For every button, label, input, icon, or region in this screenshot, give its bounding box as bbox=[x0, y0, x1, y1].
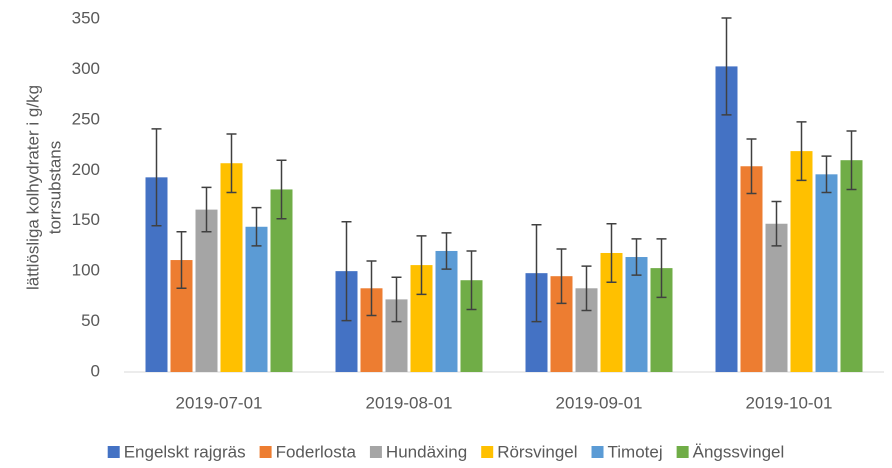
error-bar bbox=[771, 200, 782, 247]
x-tick-label: 2019-09-01 bbox=[556, 393, 643, 412]
legend-label: Rörsvingel bbox=[497, 442, 577, 461]
bar bbox=[600, 252, 623, 372]
y-tick-label: 0 bbox=[91, 361, 100, 380]
bar bbox=[575, 288, 598, 372]
error-bar bbox=[201, 186, 212, 233]
y-tick-label: 100 bbox=[72, 261, 100, 280]
error-bar bbox=[821, 155, 832, 194]
bar bbox=[550, 276, 573, 372]
error-bar bbox=[466, 250, 477, 311]
error-bar bbox=[846, 130, 857, 191]
bar bbox=[460, 280, 483, 372]
y-tick-label: 150 bbox=[72, 210, 100, 229]
legend-label: Hundäxing bbox=[386, 442, 467, 461]
bar bbox=[145, 177, 168, 372]
bar bbox=[385, 299, 408, 372]
error-bar bbox=[176, 231, 187, 290]
error-bar bbox=[606, 222, 617, 283]
error-bar bbox=[531, 223, 542, 323]
bar bbox=[170, 260, 193, 372]
bar bbox=[220, 163, 243, 372]
legend: Engelskt rajgräs Foderlosta Hundäxing Rörsv… bbox=[107, 442, 785, 461]
bar bbox=[650, 268, 673, 372]
bar bbox=[360, 288, 383, 372]
error-bar bbox=[581, 265, 592, 312]
bar bbox=[195, 209, 218, 372]
error-bar bbox=[721, 17, 732, 116]
error-bar bbox=[656, 238, 667, 299]
error-bar bbox=[441, 232, 452, 270]
legend-swatch bbox=[481, 446, 494, 458]
error-bar bbox=[746, 138, 757, 195]
error-bar bbox=[341, 220, 352, 322]
y-tick-label: 250 bbox=[72, 109, 100, 128]
bar bbox=[740, 166, 763, 372]
legend-swatch bbox=[107, 446, 120, 458]
error-bar bbox=[631, 238, 642, 276]
bar bbox=[335, 271, 358, 372]
y-axis-label: torrsubstans bbox=[45, 141, 64, 235]
bar bbox=[790, 151, 813, 372]
error-bar bbox=[391, 276, 402, 323]
error-bar bbox=[796, 121, 807, 182]
error-bar bbox=[556, 248, 567, 305]
error-bar bbox=[276, 159, 287, 220]
legend-label: Timotej bbox=[608, 442, 663, 461]
error-bar bbox=[416, 235, 427, 296]
legend-label: Ängssvingel bbox=[693, 442, 785, 461]
bar bbox=[715, 66, 738, 372]
bar bbox=[625, 257, 648, 372]
error-bar bbox=[151, 128, 162, 227]
bar bbox=[525, 273, 548, 372]
legend-swatch bbox=[259, 446, 272, 458]
y-tick-label: 350 bbox=[72, 8, 100, 27]
bar bbox=[245, 226, 268, 372]
bar bbox=[765, 223, 788, 372]
error-bar bbox=[366, 260, 377, 317]
bar bbox=[410, 265, 433, 372]
bar bbox=[840, 160, 863, 372]
legend-label: Engelskt rajgräs bbox=[124, 442, 246, 461]
error-bar bbox=[226, 133, 237, 194]
x-tick-label: 2019-08-01 bbox=[366, 393, 453, 412]
bar bbox=[815, 174, 838, 372]
legend-swatch bbox=[591, 446, 604, 458]
bar bbox=[270, 189, 293, 372]
bar bbox=[435, 250, 458, 372]
error-bar bbox=[251, 206, 262, 247]
legend-label: Foderlosta bbox=[276, 442, 357, 461]
x-tick-label: 2019-10-01 bbox=[746, 393, 833, 412]
y-tick-label: 200 bbox=[72, 160, 100, 179]
legend-swatch bbox=[676, 446, 689, 458]
x-tick-label: 2019-07-01 bbox=[176, 393, 263, 412]
y-axis-label: lättlösliga kolhydrater i g/kg bbox=[23, 85, 42, 290]
legend-swatch bbox=[369, 446, 382, 458]
y-tick-label: 50 bbox=[81, 311, 100, 330]
y-tick-label: 300 bbox=[72, 59, 100, 78]
